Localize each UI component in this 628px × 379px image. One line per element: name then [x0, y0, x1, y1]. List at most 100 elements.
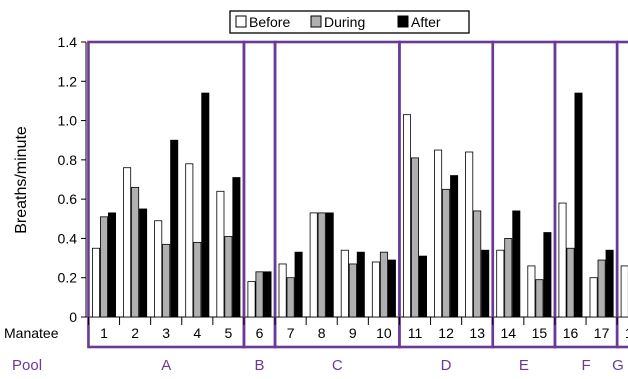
manatee-label: 13 — [469, 325, 485, 341]
legend-swatch-after — [397, 15, 409, 28]
bar-after-15 — [543, 232, 552, 318]
pool-label-B: B — [254, 357, 264, 374]
bar-after-5 — [232, 177, 241, 318]
pool-box-G — [615, 40, 628, 349]
bar-after-2 — [139, 208, 148, 318]
bar-during-15 — [535, 279, 544, 318]
bar-during-8 — [317, 212, 326, 318]
bar-before-11 — [402, 114, 411, 318]
manatee-label: 1 — [100, 325, 108, 341]
bar-during-16 — [566, 247, 575, 318]
bar-before-17 — [589, 277, 598, 318]
bars — [92, 92, 628, 318]
bar-after-12 — [450, 175, 459, 318]
bar-before-1 — [92, 247, 101, 318]
legend-label-before: Before — [249, 14, 290, 30]
pool-label-D: D — [441, 357, 452, 374]
bar-after-4 — [201, 92, 210, 318]
legend: Before During After — [229, 10, 470, 34]
bar-after-17 — [605, 249, 614, 318]
manatee-label: 18 — [625, 325, 628, 341]
bar-after-10 — [387, 259, 396, 318]
manatee-label: 14 — [501, 325, 517, 341]
bar-after-13 — [481, 249, 490, 318]
manatee-label: 12 — [438, 325, 454, 341]
legend-box — [229, 10, 470, 34]
y-tick-label: 0.8 — [58, 152, 78, 168]
y-tick-label: 0.6 — [58, 191, 78, 207]
y-tick-label: 0 — [69, 309, 77, 325]
bar-during-1 — [100, 216, 109, 318]
bar-before-16 — [558, 202, 567, 318]
manatee-label: 3 — [162, 325, 170, 341]
manatee-labels: Manatee123456789101112131415161718 — [4, 325, 628, 341]
pool-label-A: A — [161, 357, 171, 374]
pool-boxes — [87, 40, 628, 349]
bar-before-15 — [527, 265, 536, 318]
bar-during-7 — [286, 277, 295, 318]
manatee-label: 6 — [256, 325, 264, 341]
bar-before-9 — [340, 249, 349, 318]
y-tick-label: 1.4 — [58, 34, 78, 50]
bar-after-6 — [263, 271, 272, 318]
pool-label-C: C — [332, 357, 343, 374]
bar-after-3 — [170, 139, 179, 318]
bar-before-14 — [496, 249, 505, 318]
bar-after-9 — [356, 251, 365, 318]
bar-after-8 — [325, 212, 334, 318]
manatee-label: 15 — [532, 325, 548, 341]
bar-during-12 — [442, 188, 451, 318]
manatee-label: 9 — [349, 325, 357, 341]
bar-during-9 — [348, 263, 357, 318]
bar-during-13 — [473, 210, 482, 318]
bar-during-10 — [379, 251, 388, 318]
manatee-label: 7 — [287, 325, 295, 341]
bar-before-18 — [620, 265, 628, 318]
bar-after-1 — [108, 212, 117, 318]
y-tick-label: 0.4 — [58, 230, 78, 246]
manatee-label: 10 — [376, 325, 392, 341]
legend-label-after: After — [411, 14, 441, 30]
bar-during-6 — [255, 271, 264, 318]
bar-before-5 — [216, 190, 225, 318]
bar-after-16 — [574, 92, 583, 318]
manatee-label: 11 — [408, 325, 423, 341]
bar-before-8 — [309, 212, 318, 318]
bar-after-14 — [512, 210, 521, 318]
bar-before-12 — [434, 149, 443, 318]
y-tick-label: 1.2 — [58, 73, 78, 89]
manatee-label: 2 — [131, 325, 139, 341]
bar-during-17 — [597, 259, 606, 318]
bar-after-7 — [294, 251, 303, 318]
bar-before-2 — [123, 167, 132, 318]
bar-after-11 — [418, 255, 427, 318]
bar-before-10 — [371, 261, 380, 318]
manatee-label: 16 — [563, 325, 579, 341]
y-axis-label: Breaths/minute — [13, 126, 30, 234]
bar-before-4 — [185, 163, 194, 318]
manatee-label: 8 — [318, 325, 326, 341]
pool-label-E: E — [519, 357, 529, 374]
bar-during-5 — [224, 236, 233, 318]
manatee-label: 5 — [225, 325, 233, 341]
bar-during-11 — [410, 157, 419, 318]
legend-swatch-before — [235, 15, 247, 28]
pool-label-G: G — [612, 357, 624, 374]
pool-label-F: F — [581, 357, 590, 374]
legend-label-during: During — [324, 14, 365, 30]
pool-labels: Pool A B C D E F G — [12, 357, 624, 374]
manatee-label: 4 — [193, 325, 201, 341]
manatee-row-label: Manatee — [4, 325, 59, 341]
bar-before-6 — [247, 281, 256, 318]
bar-during-14 — [504, 238, 513, 318]
bar-before-13 — [465, 151, 474, 318]
legend-swatch-during — [310, 15, 322, 28]
y-tick-label: 1.0 — [58, 113, 78, 129]
pool-row-label: Pool — [12, 357, 42, 374]
manatee-label: 17 — [594, 325, 610, 341]
y-tick-label: 0.2 — [58, 270, 78, 286]
bar-during-2 — [131, 186, 140, 318]
bar-before-3 — [154, 220, 163, 318]
bar-during-4 — [193, 241, 202, 318]
